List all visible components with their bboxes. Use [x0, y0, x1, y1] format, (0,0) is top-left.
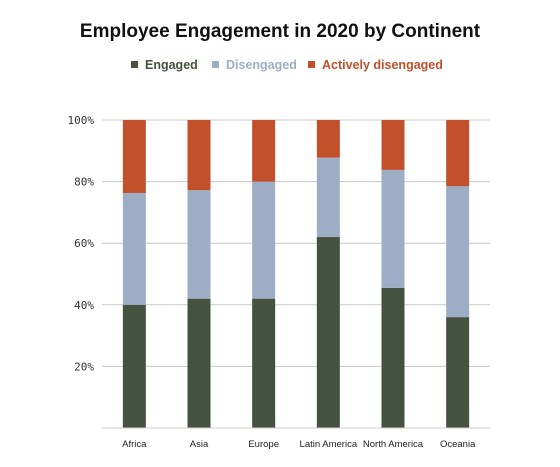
x-tick-label: Europe — [248, 439, 279, 450]
x-tick-label: Asia — [190, 439, 209, 450]
legend-label-actively-disengaged: Actively disengaged — [322, 58, 443, 72]
bar-europe-disengaged — [252, 181, 276, 299]
bars — [122, 120, 470, 428]
bar-latin-america-actively-disengaged — [316, 120, 340, 158]
y-tick-label: 40% — [74, 299, 94, 312]
bar-north-america-disengaged — [381, 169, 405, 288]
legend-swatch-disengaged — [212, 61, 219, 68]
y-tick-label: 80% — [74, 176, 94, 189]
legend-item-disengaged: Disengaged — [212, 58, 297, 72]
x-tick-label: Latin America — [300, 439, 358, 450]
bar-africa-engaged — [122, 304, 146, 428]
legend-label-disengaged: Disengaged — [226, 58, 297, 72]
bar-north-america-engaged — [381, 287, 405, 428]
bar-latin-america-engaged — [316, 237, 340, 428]
x-tick-label: Oceania — [440, 439, 476, 450]
bar-asia-disengaged — [187, 190, 211, 299]
x-tick-label: Africa — [122, 439, 147, 450]
y-tick-label: 20% — [74, 360, 94, 373]
chart-title: Employee Engagement in 2020 by Continent — [80, 21, 481, 42]
bar-oceania-actively-disengaged — [446, 120, 470, 187]
x-axis-labels: Africa Asia Europe Latin America North Ameri… — [122, 439, 476, 450]
bar-europe-engaged — [252, 298, 276, 428]
legend-item-actively-disengaged: Actively disengaged — [308, 58, 443, 72]
x-tick-label: North America — [363, 439, 424, 450]
y-tick-label: 60% — [74, 237, 94, 250]
bar-africa-actively-disengaged — [122, 120, 146, 193]
y-axis-ticks: 20% 40% 60% 80% 100% — [68, 114, 95, 373]
bar-north-america-actively-disengaged — [381, 120, 405, 170]
y-tick-label: 100% — [68, 114, 95, 127]
bar-oceania-disengaged — [446, 186, 470, 318]
bar-asia-engaged — [187, 298, 211, 428]
bar-europe-actively-disengaged — [252, 120, 276, 182]
legend-label-engaged: Engaged — [145, 58, 198, 72]
bar-asia-actively-disengaged — [187, 120, 211, 191]
bar-oceania-engaged — [446, 317, 470, 428]
legend: Engaged Disengaged Actively disengaged — [131, 58, 443, 72]
legend-swatch-actively-disengaged — [308, 61, 315, 68]
legend-swatch-engaged — [131, 61, 138, 68]
gridlines — [102, 119, 490, 367]
bar-latin-america-disengaged — [316, 157, 340, 238]
legend-item-engaged: Engaged — [131, 58, 198, 72]
bar-africa-disengaged — [122, 192, 146, 305]
